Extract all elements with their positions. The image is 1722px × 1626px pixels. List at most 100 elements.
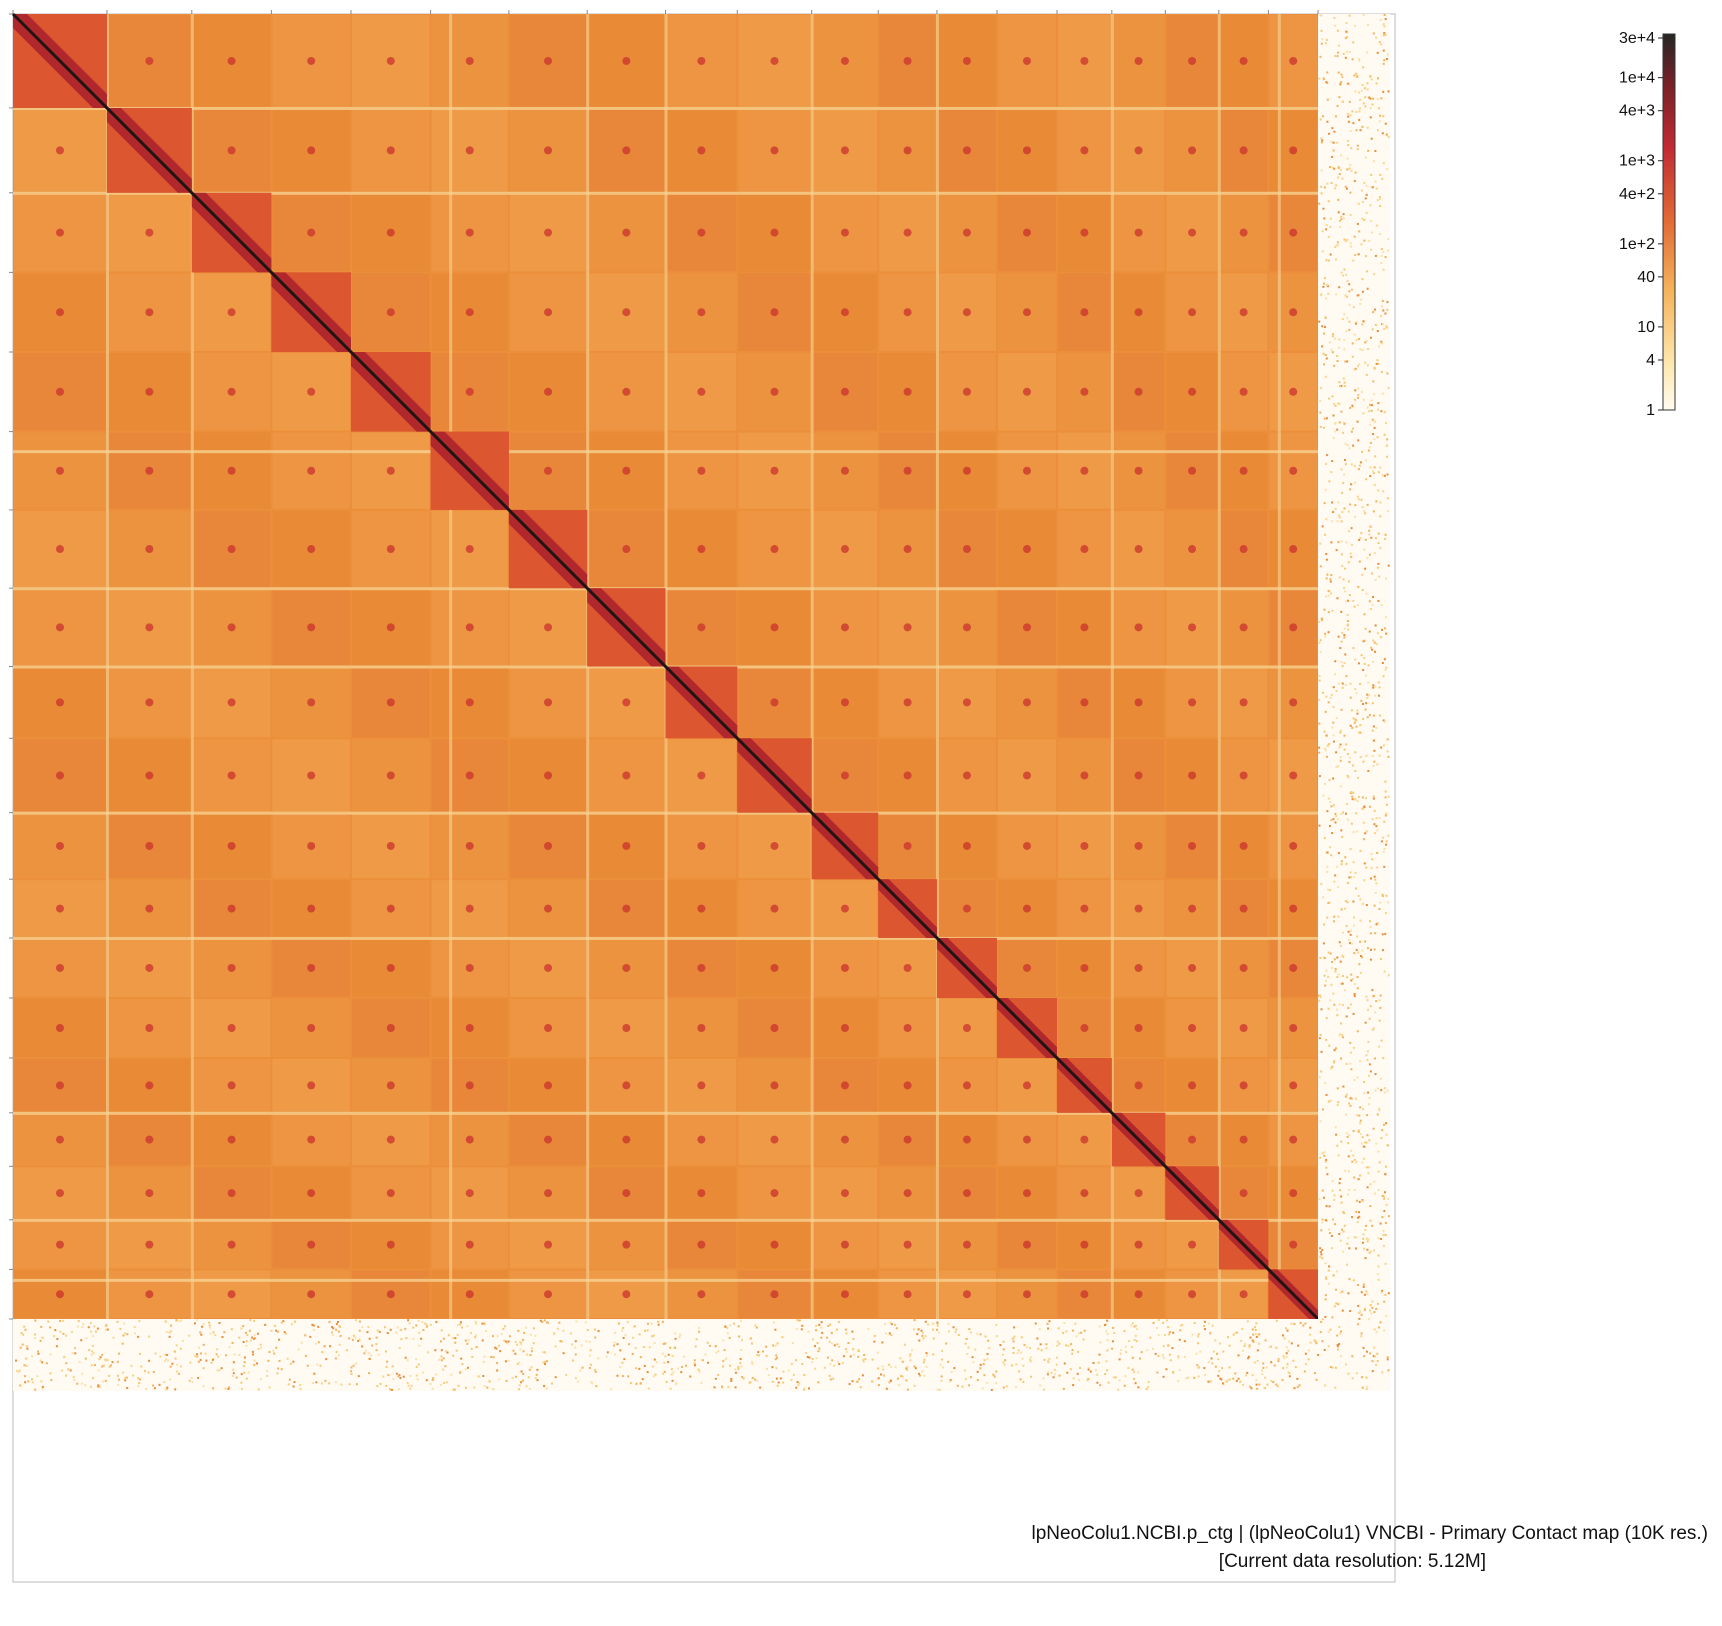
centromere-contact-dot (465, 698, 474, 707)
speckle (941, 1358, 944, 1361)
speckle (1377, 471, 1380, 474)
speckle (1367, 449, 1370, 452)
speckle (1178, 1338, 1181, 1341)
speckle (1358, 1178, 1361, 1181)
speckle (1357, 1283, 1360, 1286)
speckle (483, 1322, 486, 1325)
speckle (1373, 832, 1376, 835)
speckle (232, 1368, 235, 1371)
speckle (938, 1388, 941, 1391)
speckle (102, 1380, 105, 1383)
speckle (1352, 647, 1355, 650)
speckle (498, 1344, 501, 1347)
speckle (1329, 801, 1332, 804)
speckle (1383, 865, 1386, 868)
speckle (1383, 411, 1386, 414)
speckle (1324, 632, 1327, 635)
centromere-contact-dot (1134, 771, 1143, 780)
speckle (1336, 765, 1339, 768)
speckle (553, 1332, 556, 1335)
speckle (1327, 975, 1330, 978)
speckle (976, 1379, 979, 1382)
speckle (1193, 1322, 1196, 1325)
speckle (1318, 675, 1321, 678)
speckle (482, 1375, 485, 1378)
speckle (1357, 396, 1360, 399)
speckle (1359, 348, 1362, 351)
speckle (1372, 639, 1375, 642)
speckle (1357, 394, 1360, 397)
speckle (1165, 1368, 1168, 1371)
speckle (653, 1342, 656, 1345)
speckle (1099, 1384, 1102, 1387)
speckle (1367, 23, 1370, 26)
speckle (1349, 933, 1352, 936)
speckle (1332, 1274, 1335, 1277)
speckle (1336, 956, 1339, 959)
speckle (1334, 1047, 1337, 1050)
speckle (1328, 824, 1331, 827)
speckle (1154, 1352, 1157, 1355)
speckle (1378, 686, 1381, 689)
speckle (1329, 578, 1332, 581)
centromere-contact-dot (1134, 308, 1143, 317)
speckle (1384, 1221, 1387, 1224)
speckle (663, 1370, 666, 1373)
speckle (440, 1355, 443, 1358)
speckle (1127, 1366, 1130, 1369)
speckle (1258, 1342, 1261, 1345)
speckle (482, 1361, 485, 1364)
speckle (397, 1388, 400, 1391)
speckle (1382, 49, 1385, 52)
speckle (845, 1348, 848, 1351)
speckle (1132, 1378, 1135, 1381)
speckle (1329, 952, 1332, 955)
centromere-contact-dot (1289, 545, 1298, 554)
speckle (1320, 192, 1323, 195)
centromere-contact-dot (145, 1240, 154, 1249)
speckle (1247, 1355, 1250, 1358)
speckle (1345, 541, 1348, 544)
speckle (1380, 628, 1383, 631)
speckle (1369, 1352, 1372, 1355)
speckle (1354, 398, 1357, 401)
speckle (188, 1334, 191, 1337)
speckle (909, 1359, 912, 1362)
speckle (1376, 851, 1379, 854)
centromere-contact-dot (145, 1290, 154, 1299)
speckle (1323, 417, 1326, 420)
speckle (947, 1330, 950, 1333)
speckle (1319, 399, 1322, 402)
speckle (1344, 900, 1347, 903)
speckle (801, 1362, 804, 1365)
speckle (1355, 1372, 1358, 1375)
speckle (1326, 454, 1329, 457)
speckle (1370, 572, 1373, 575)
speckle (1063, 1362, 1066, 1365)
speckle (1373, 426, 1376, 429)
speckle (715, 1351, 718, 1354)
speckle (398, 1346, 401, 1349)
speckle (1353, 74, 1356, 77)
speckle (405, 1337, 408, 1340)
speckle (1350, 147, 1353, 150)
speckle (1347, 1142, 1350, 1145)
centromere-contact-dot (386, 698, 395, 707)
speckle (1367, 1238, 1370, 1241)
speckle (940, 1375, 943, 1378)
speckle (1266, 1383, 1269, 1386)
speckle (1329, 1099, 1332, 1102)
centromere-contact-dot (386, 1240, 395, 1249)
speckle (1252, 1333, 1255, 1336)
speckle (1372, 714, 1375, 717)
speckle (689, 1375, 692, 1378)
speckle (1338, 1325, 1341, 1328)
speckle (464, 1339, 467, 1342)
speckle (755, 1326, 758, 1329)
centromere-contact-dot (544, 387, 553, 396)
speckle (514, 1340, 517, 1343)
centromere-contact-dot (962, 623, 971, 632)
speckle (1344, 185, 1347, 188)
speckle (507, 1340, 510, 1343)
speckle (932, 1337, 935, 1340)
